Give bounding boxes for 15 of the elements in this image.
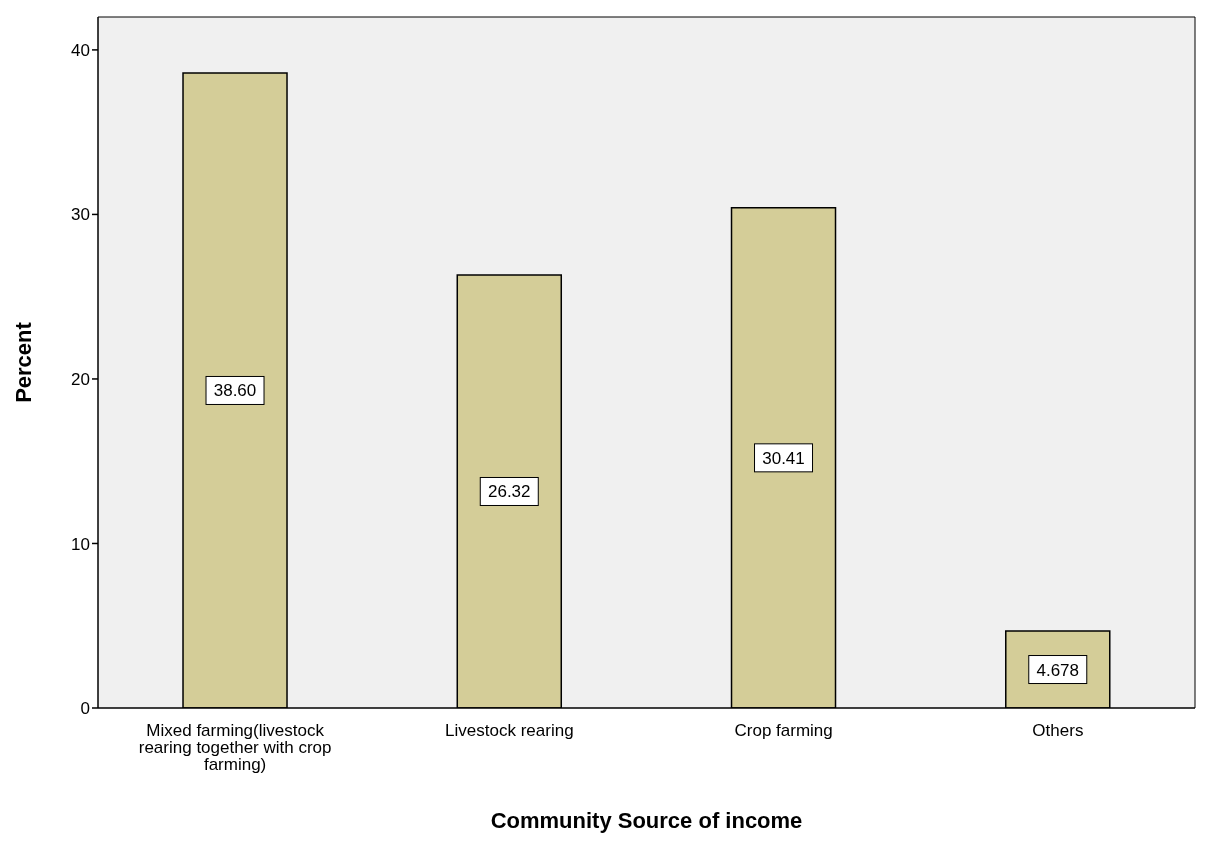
- x-tick-label: Crop farming: [734, 721, 833, 740]
- data-label: 38.60: [213, 381, 257, 401]
- y-tick-label: 40: [71, 40, 90, 60]
- data-label: 26.32: [487, 482, 531, 502]
- y-tick-label: 20: [71, 369, 90, 389]
- y-tick-label: 30: [71, 205, 90, 225]
- y-tick-label: 10: [71, 534, 90, 554]
- x-tick-label: Others: [1032, 721, 1084, 740]
- y-axis-title: Percent: [10, 321, 36, 403]
- x-tick-label: Livestock rearing: [445, 721, 574, 740]
- data-label: 4.678: [1036, 660, 1080, 680]
- y-tick-label: 0: [80, 699, 90, 719]
- x-tick-label: Mixed farming(livestock rearing together with crop farming): [138, 721, 332, 774]
- x-axis-title: Community Source of income: [490, 808, 803, 833]
- data-label: 30.41: [762, 448, 805, 468]
